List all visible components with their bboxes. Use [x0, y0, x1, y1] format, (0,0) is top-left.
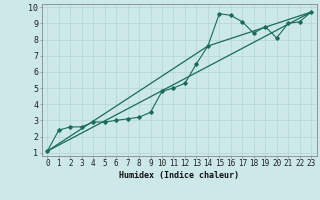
- X-axis label: Humidex (Indice chaleur): Humidex (Indice chaleur): [119, 171, 239, 180]
